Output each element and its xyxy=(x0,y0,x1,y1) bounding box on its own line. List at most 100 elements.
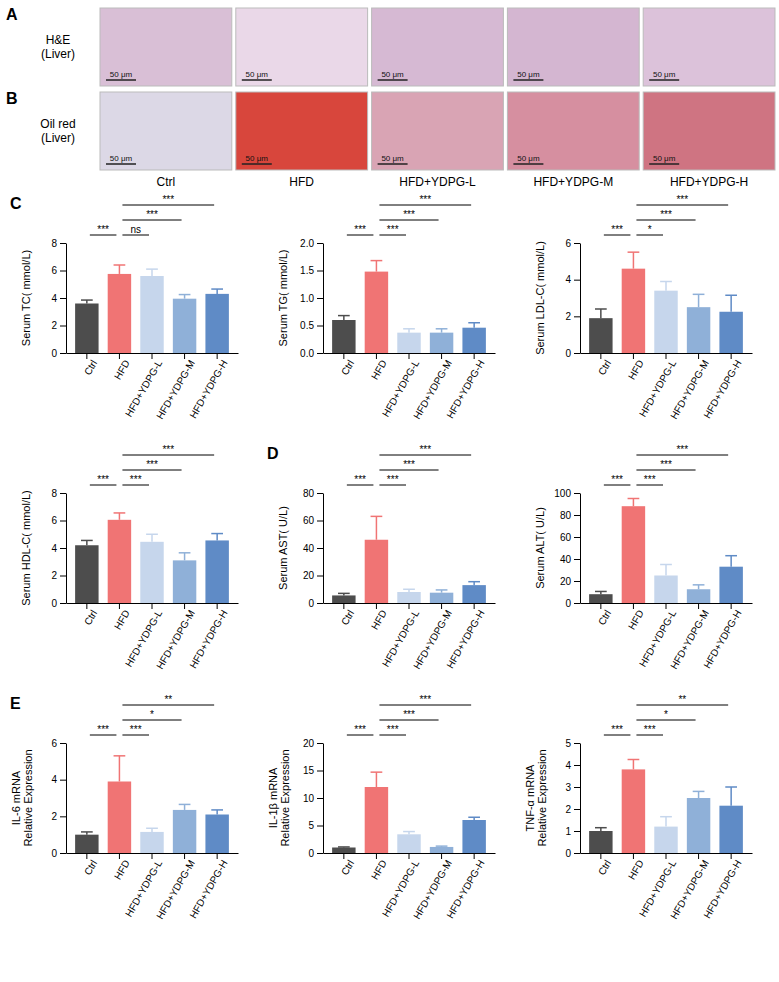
tick-mark xyxy=(317,603,323,604)
plot-area xyxy=(589,760,743,854)
tick-mark xyxy=(86,853,87,859)
tick-label: 2 xyxy=(51,811,57,822)
group-label: HFD+YDPG-L xyxy=(399,175,476,189)
y-tick: 20 xyxy=(303,738,323,749)
tick-mark xyxy=(119,603,120,609)
error-bar xyxy=(436,846,448,848)
tick-label: 8 xyxy=(51,488,57,499)
x-tick: HFD xyxy=(112,603,132,631)
chart: 012345CtrlHFDHFD+YDPG-LHFD+YDPG-MHFD+YDP… xyxy=(524,694,753,921)
bar xyxy=(205,815,228,854)
significance-label: *** xyxy=(387,724,399,735)
error-bar xyxy=(693,585,705,589)
axis-title: Relative Expression xyxy=(536,749,548,846)
micrograph xyxy=(372,8,504,86)
y-tick: 1.0 xyxy=(300,293,323,304)
axis-line xyxy=(323,744,324,854)
micrograph xyxy=(643,8,775,86)
error-stem xyxy=(698,294,700,307)
tick-label: Ctrl xyxy=(339,858,356,877)
error-bar xyxy=(146,269,158,276)
chart: 0246CtrlHFDHFD+YDPG-LHFD+YDPG-MHFD+YDPG-… xyxy=(534,194,753,421)
tick-mark xyxy=(474,603,475,609)
x-axis: CtrlHFDHFD+YDPG-LHFD+YDPG-MHFD+YDPG-H xyxy=(324,603,496,671)
error-stem xyxy=(376,261,378,272)
tick-label: HFD xyxy=(369,858,389,881)
tick-label: 0.5 xyxy=(300,320,314,331)
tick-label: Ctrl xyxy=(82,608,99,627)
chart: 020406080CtrlHFDHFD+YDPG-LHFD+YDPG-MHFD+… xyxy=(277,444,496,671)
tick-mark xyxy=(409,853,410,859)
tick-mark xyxy=(574,559,580,560)
plot-area xyxy=(589,252,743,353)
tick-mark xyxy=(574,353,580,354)
bar xyxy=(622,506,645,603)
scale-bar xyxy=(106,163,136,165)
error-cap xyxy=(338,315,350,317)
tick-mark xyxy=(152,353,153,359)
error-cap xyxy=(660,281,672,283)
row-label-line: (Liver) xyxy=(41,47,75,61)
tick-label: 40 xyxy=(560,554,572,565)
tick-mark xyxy=(184,853,185,859)
error-bar xyxy=(660,282,672,291)
tick-label: 0 xyxy=(565,848,571,859)
tick-mark xyxy=(152,853,153,859)
tick-mark xyxy=(317,743,323,744)
group-label: Ctrl xyxy=(157,175,176,189)
x-tick: HFD+YDPG-H xyxy=(701,603,743,670)
group-label: HFD xyxy=(289,175,314,189)
tick-label: HFD xyxy=(369,608,389,631)
error-cap xyxy=(179,294,191,296)
error-bar xyxy=(403,832,415,835)
error-bar xyxy=(403,329,415,333)
tick-mark xyxy=(698,853,699,859)
error-stem xyxy=(184,553,186,561)
error-bar xyxy=(146,534,158,542)
axis-line xyxy=(66,744,67,854)
significance-label: * xyxy=(150,709,154,720)
x-axis: CtrlHFDHFD+YDPG-LHFD+YDPG-MHFD+YDPG-H xyxy=(581,353,753,421)
scale-bar-label: 50 μm xyxy=(381,70,404,79)
tick-label: HFD+YDPG-H xyxy=(187,858,229,920)
tick-label: 15 xyxy=(303,765,315,776)
error-bar xyxy=(81,832,93,835)
chart: 02468CtrlHFDHFD+YDPG-LHFD+YDPG-MHFD+YDPG… xyxy=(20,444,239,671)
tick-label: 5 xyxy=(308,820,314,831)
tick-mark xyxy=(317,771,323,772)
error-cap xyxy=(211,533,223,535)
y-tick: 2 xyxy=(51,320,66,331)
tick-mark xyxy=(574,280,580,281)
bar xyxy=(140,276,163,353)
significance-label: *** xyxy=(387,224,399,235)
axis-line xyxy=(66,244,67,354)
error-cap xyxy=(595,308,607,310)
bar xyxy=(75,304,98,354)
tick-label: Ctrl xyxy=(82,858,99,877)
figure: AH&E(Liver)50 μm50 μm50 μm50 μm50 μmBOil… xyxy=(0,0,779,982)
y-axis: 0246 xyxy=(565,238,580,359)
scale-bar-label: 50 μm xyxy=(246,70,269,79)
y-axis: 020406080100 xyxy=(554,488,580,609)
error-bar xyxy=(211,810,223,815)
bar xyxy=(365,272,388,353)
scale-bar-label: 50 μm xyxy=(246,154,269,163)
error-bar xyxy=(725,295,737,312)
error-bar xyxy=(179,295,191,299)
panel-letter: E xyxy=(10,695,21,712)
tick-label: 1.0 xyxy=(300,293,314,304)
tick-label: 60 xyxy=(560,532,572,543)
error-stem xyxy=(730,295,732,312)
bar xyxy=(332,595,355,603)
plot-area xyxy=(332,516,486,603)
error-bar xyxy=(660,565,672,576)
bar xyxy=(332,320,355,353)
tick-label: Ctrl xyxy=(596,608,613,627)
tick-mark xyxy=(574,765,580,766)
error-bar xyxy=(436,590,448,593)
tick-mark xyxy=(317,243,323,244)
tick-mark xyxy=(574,831,580,832)
tick-mark xyxy=(698,603,699,609)
error-stem xyxy=(600,309,602,318)
error-bar xyxy=(81,540,93,545)
